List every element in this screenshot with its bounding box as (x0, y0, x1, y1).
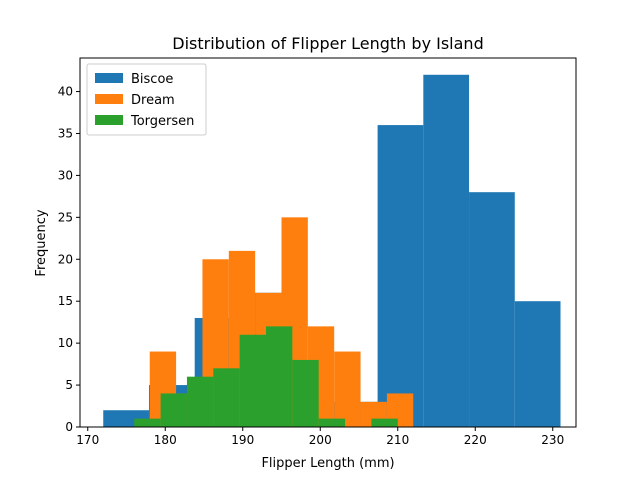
bar-torgersen-1 (160, 393, 187, 427)
y-axis-label: Frequency (34, 209, 49, 276)
bar-torgersen-0 (134, 418, 161, 427)
y-tick-label: 10 (58, 336, 73, 350)
x-tick-label: 210 (386, 433, 409, 447)
x-axis-ticks: 170 180 190 200 210 220 230 (76, 427, 564, 447)
x-tick-label: 170 (76, 433, 99, 447)
y-tick-label: 25 (58, 210, 73, 224)
legend-label-dream: Dream (131, 93, 175, 108)
y-tick-label: 35 (58, 126, 73, 140)
y-tick-label: 15 (58, 294, 73, 308)
x-tick-label: 190 (231, 433, 254, 447)
chart-title: Distribution of Flipper Length by Island (172, 34, 483, 53)
bar-torgersen-5 (266, 326, 293, 427)
bar-torgersen-7 (318, 418, 346, 427)
x-axis-label: Flipper Length (mm) (261, 456, 394, 471)
y-tick-label: 30 (58, 168, 73, 182)
bar-biscoe-7 (423, 74, 470, 427)
bar-torgersen-4 (239, 334, 266, 427)
x-tick-label: 200 (309, 433, 332, 447)
legend-swatch-dream (95, 94, 123, 104)
bars-group (103, 74, 561, 427)
bar-biscoe-8 (469, 192, 515, 427)
bar-dream-7 (334, 351, 361, 427)
y-tick-label: 5 (65, 378, 73, 392)
x-tick-label: 180 (154, 433, 177, 447)
y-tick-label: 40 (58, 85, 73, 99)
axes-frame (79, 57, 577, 428)
legend-label-torgersen: Torgersen (130, 114, 194, 129)
legend-label-biscoe: Biscoe (131, 72, 173, 87)
bar-biscoe-6 (377, 125, 424, 427)
bar-torgersen-6 (292, 359, 319, 427)
bar-torgersen-9 (371, 418, 398, 427)
bar-biscoe-9 (514, 301, 561, 427)
legend: Biscoe Dream Torgersen (86, 63, 207, 136)
bar-torgersen-2 (186, 376, 214, 427)
series-torgersen (134, 326, 398, 427)
y-tick-label: 20 (58, 252, 73, 266)
x-tick-label: 220 (464, 433, 487, 447)
x-tick-label: 230 (541, 433, 564, 447)
y-axis-ticks: 0 5 10 15 20 25 30 35 40 (58, 85, 80, 434)
legend-swatch-biscoe (95, 73, 123, 83)
legend-swatch-torgersen (95, 115, 123, 125)
bar-torgersen-3 (213, 368, 240, 427)
y-tick-label: 0 (65, 420, 73, 434)
